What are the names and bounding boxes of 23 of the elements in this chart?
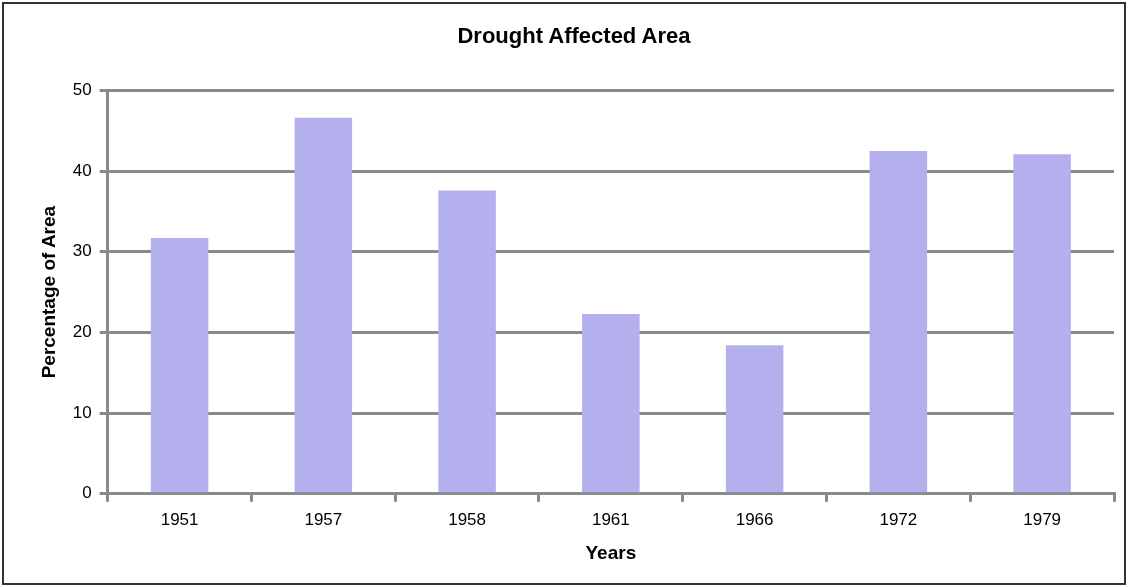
bar bbox=[150, 238, 209, 493]
chart-title: Drought Affected Area bbox=[457, 23, 692, 49]
bar bbox=[438, 190, 496, 493]
x-tick-label: 1972 bbox=[879, 509, 918, 529]
bar bbox=[869, 150, 928, 493]
y-tick-label: 50 bbox=[72, 80, 92, 100]
bar bbox=[1013, 154, 1071, 493]
y-tick-label: 10 bbox=[72, 402, 92, 422]
y-tick-label: 40 bbox=[72, 160, 92, 180]
x-tick-label: 1966 bbox=[735, 509, 774, 529]
x-tick-label: 1957 bbox=[304, 509, 343, 529]
y-axis-title: Percentage of Area bbox=[37, 205, 59, 379]
x-tick-label: 1951 bbox=[160, 509, 199, 529]
y-tick-label: 30 bbox=[72, 241, 92, 261]
bar bbox=[725, 345, 784, 493]
x-axis-title: Years bbox=[585, 541, 637, 563]
x-tick-label: 1979 bbox=[1023, 509, 1062, 529]
y-tick-label: 0 bbox=[82, 483, 92, 503]
x-tick-label: 1958 bbox=[448, 509, 487, 529]
x-tick-label: 1961 bbox=[591, 509, 630, 529]
bar bbox=[294, 117, 353, 493]
y-tick-label: 20 bbox=[72, 322, 92, 342]
bar bbox=[582, 313, 640, 493]
